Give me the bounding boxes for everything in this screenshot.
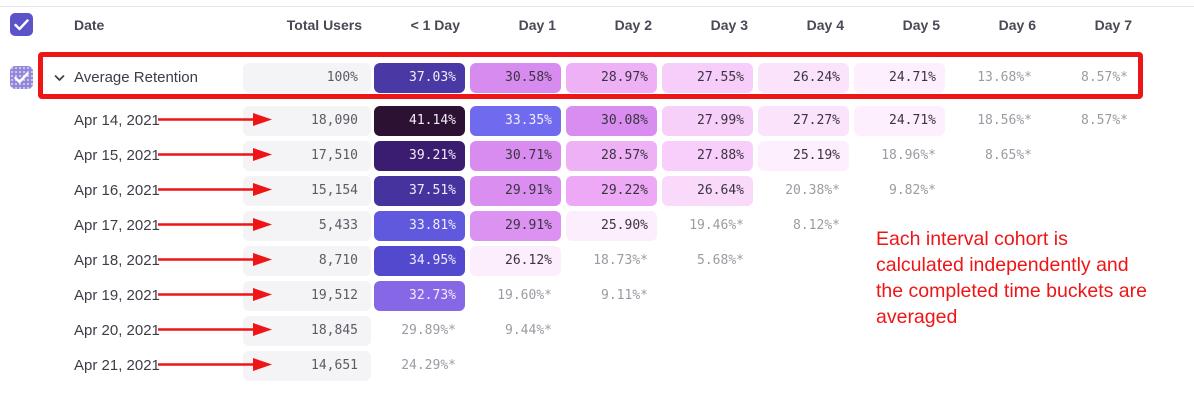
- retention-cell[interactable]: 28.57%: [564, 140, 660, 171]
- column-header-day-3: Day 3: [710, 16, 748, 33]
- row-label: Apr 15, 2021: [74, 147, 160, 164]
- table-row[interactable]: Apr 21, 2021 14,651 24.29%*: [10, 348, 1194, 383]
- table-row[interactable]: Apr 17, 2021 5,433 33.81% 29.91% 25.90% 19.…: [10, 208, 1194, 243]
- retention-cell[interactable]: 29.89%*: [401, 323, 456, 338]
- retention-cell[interactable]: 19.60%*: [497, 288, 552, 303]
- check-icon: [14, 19, 29, 31]
- retention-cell[interactable]: 9.11%*: [601, 288, 648, 303]
- retention-cell[interactable]: 8.57%*: [1081, 70, 1128, 85]
- total-users-cell: 8,710: [243, 245, 371, 276]
- table-row[interactable]: Apr 19, 2021 19,512 32.73% 19.60%* 9.11%*: [10, 278, 1194, 313]
- retention-cell[interactable]: 20.38%*: [785, 183, 840, 198]
- total-users-cell: 5,433: [243, 210, 371, 241]
- table-body: Average Retention 100% 37.03% 30.58% 28.97…: [10, 41, 1194, 383]
- retention-cell[interactable]: 24.71%: [852, 105, 948, 136]
- retention-cell[interactable]: 26.12%: [468, 245, 564, 276]
- row-label: Apr 14, 2021: [74, 112, 160, 129]
- table-header: Date Total Users < 1 Day Day 1 Day 2 Day…: [10, 7, 1194, 41]
- retention-table: Date Total Users < 1 Day Day 1 Day 2 Day…: [0, 6, 1194, 383]
- total-users-cell: 19,512: [243, 280, 371, 311]
- table-row[interactable]: Apr 14, 2021 18,090 41.14% 33.35% 30.08% 27…: [10, 103, 1194, 138]
- retention-cell[interactable]: 8.57%*: [1081, 113, 1128, 128]
- retention-cell[interactable]: 26.64%: [660, 175, 756, 206]
- retention-cell[interactable]: 24.71%: [852, 62, 948, 93]
- retention-cell[interactable]: 18.56%*: [977, 113, 1032, 128]
- retention-cell[interactable]: 13.68%*: [977, 70, 1032, 85]
- row-label: Average Retention: [74, 69, 198, 86]
- column-header-day-7: Day 7: [1094, 16, 1132, 33]
- total-users-cell: 18,845: [243, 315, 371, 346]
- retention-cell[interactable]: 37.51%: [372, 175, 468, 206]
- retention-cell[interactable]: 41.14%: [372, 105, 468, 136]
- retention-cell[interactable]: 27.88%: [660, 140, 756, 171]
- row-label: Apr 20, 2021: [74, 322, 160, 339]
- table-row[interactable]: Apr 18, 2021 8,710 34.95% 26.12% 18.73%* 5.…: [10, 243, 1194, 278]
- retention-cell[interactable]: 39.21%: [372, 140, 468, 171]
- column-header-day-1: Day 1: [518, 16, 556, 33]
- column-header-day-2: Day 2: [614, 16, 652, 33]
- column-header-day-6: Day 6: [998, 16, 1036, 33]
- row-label: Apr 18, 2021: [74, 252, 160, 269]
- table-row[interactable]: Average Retention 100% 37.03% 30.58% 28.97…: [10, 60, 1194, 95]
- retention-cell[interactable]: 29.91%: [468, 175, 564, 206]
- column-header-total-users: Total Users: [286, 16, 362, 33]
- retention-cell[interactable]: 19.46%*: [689, 218, 744, 233]
- total-users-cell: 15,154: [243, 175, 371, 206]
- retention-cell[interactable]: 37.03%: [372, 62, 468, 93]
- retention-cell[interactable]: 33.35%: [468, 105, 564, 136]
- row-label: Apr 19, 2021: [74, 287, 160, 304]
- retention-cell[interactable]: 18.96%*: [881, 148, 936, 163]
- retention-cell[interactable]: 25.90%: [564, 210, 660, 241]
- total-users-cell: 17,510: [243, 140, 371, 171]
- row-label: Apr 17, 2021: [74, 217, 160, 234]
- retention-cell[interactable]: 8.65%*: [985, 148, 1032, 163]
- column-header-date: Date: [74, 16, 105, 33]
- check-icon: [14, 72, 29, 84]
- column-header-day-5: Day 5: [902, 16, 940, 33]
- retention-cell[interactable]: 27.27%: [756, 105, 852, 136]
- column-header-lt-1-day: < 1 Day: [410, 16, 460, 33]
- retention-cell[interactable]: 9.44%*: [505, 323, 552, 338]
- column-header-day-4: Day 4: [806, 16, 844, 33]
- chevron-down-icon[interactable]: [54, 74, 65, 81]
- total-users-cell: 100%: [243, 62, 371, 93]
- table-row[interactable]: Apr 15, 2021 17,510 39.21% 30.71% 28.57% 27…: [10, 138, 1194, 173]
- retention-cell[interactable]: 25.19%: [756, 140, 852, 171]
- total-users-cell: 18,090: [243, 105, 371, 136]
- retention-cell[interactable]: 30.08%: [564, 105, 660, 136]
- retention-cell[interactable]: 24.29%*: [401, 358, 456, 373]
- retention-cell[interactable]: 30.71%: [468, 140, 564, 171]
- row-label: Apr 16, 2021: [74, 182, 160, 199]
- retention-cell[interactable]: 18.73%*: [593, 253, 648, 268]
- retention-cell[interactable]: 27.55%: [660, 62, 756, 93]
- retention-cell[interactable]: 5.68%*: [697, 253, 744, 268]
- table-row[interactable]: Apr 20, 2021 18,845 29.89%* 9.44%*: [10, 313, 1194, 348]
- select-all-checkbox[interactable]: [10, 13, 33, 36]
- table-row[interactable]: Apr 16, 2021 15,154 37.51% 29.91% 29.22% 26…: [10, 173, 1194, 208]
- retention-cell[interactable]: 29.22%: [564, 175, 660, 206]
- total-users-cell: 14,651: [243, 350, 371, 381]
- retention-cell[interactable]: 28.97%: [564, 62, 660, 93]
- retention-cell[interactable]: 34.95%: [372, 245, 468, 276]
- retention-cell[interactable]: 26.24%: [756, 62, 852, 93]
- retention-cell[interactable]: 32.73%: [372, 280, 468, 311]
- retention-cell[interactable]: 8.12%*: [793, 218, 840, 233]
- retention-cell[interactable]: 27.99%: [660, 105, 756, 136]
- retention-cell[interactable]: 9.82%*: [889, 183, 936, 198]
- retention-cell[interactable]: 33.81%: [372, 210, 468, 241]
- row-label: Apr 21, 2021: [74, 357, 160, 374]
- retention-cell[interactable]: 30.58%: [468, 62, 564, 93]
- retention-cell[interactable]: 29.91%: [468, 210, 564, 241]
- row-checkbox[interactable]: [10, 66, 33, 89]
